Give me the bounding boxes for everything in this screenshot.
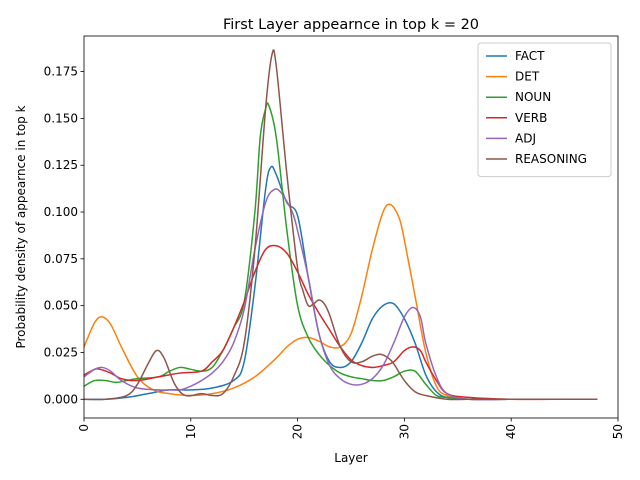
legend-label-fact: FACT — [515, 49, 545, 63]
x-tick-label: 40 — [504, 424, 518, 439]
chart-title: First Layer appearnce in top k = 20 — [223, 17, 479, 33]
y-tick-label: 0.025 — [44, 345, 78, 359]
series-line-noun — [84, 102, 598, 401]
x-tick-label: 30 — [397, 424, 411, 439]
legend-box — [477, 42, 612, 178]
series-line-verb — [84, 244, 598, 401]
y-tick-label: 0.100 — [44, 205, 78, 219]
axes-frame — [83, 35, 619, 419]
x-tick-label: 10 — [184, 424, 198, 439]
y-tick-label: 0.000 — [44, 392, 78, 406]
legend-label-noun: NOUN — [515, 90, 551, 104]
legend-label-adj: ADJ — [515, 131, 536, 145]
legend: FACT DET NOUN VERB ADJ REASONING — [477, 42, 612, 178]
x-tick-label: 50 — [611, 424, 625, 439]
plot-area: 0 10 20 30 40 50 0.000 0.025 0.050 0.075 0.100 0.12… — [44, 35, 625, 439]
series-group — [84, 49, 598, 401]
y-axis-title: Probability density of appearnce in top … — [14, 105, 28, 348]
legend-label-reasoning: REASONING — [515, 152, 587, 166]
series-line-adj — [84, 188, 598, 401]
series-line-reasoning — [84, 49, 598, 401]
x-tick-label: 0 — [77, 424, 91, 432]
x-axis-title: Layer — [334, 451, 368, 465]
y-tick-label: 0.050 — [44, 299, 78, 313]
y-tick-label: 0.150 — [44, 111, 78, 125]
y-tick-label: 0.125 — [44, 158, 78, 172]
y-tick-label: 0.075 — [44, 252, 78, 266]
legend-label-det: DET — [515, 70, 540, 84]
y-tick-label: 0.175 — [44, 65, 78, 79]
x-tick-label: 20 — [291, 424, 305, 439]
legend-label-verb: VERB — [515, 111, 547, 125]
